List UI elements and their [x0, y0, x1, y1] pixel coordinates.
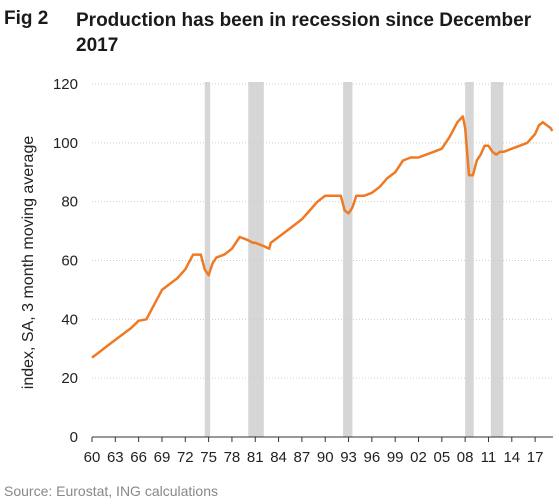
- x-tick-label: 72: [177, 449, 194, 466]
- x-tick-label: 17: [527, 449, 544, 466]
- x-tick-label: 60: [84, 449, 101, 466]
- y-axis-ticks: 0 20 40 60 80 100 120: [53, 76, 78, 446]
- x-tick-label: 99: [387, 449, 404, 466]
- x-tick-label: 90: [317, 449, 334, 466]
- x-tick-label: 05: [433, 449, 450, 466]
- recession-band-3: [465, 82, 474, 437]
- x-tick-label: 14: [503, 449, 520, 466]
- x-tick-label: 84: [270, 449, 287, 466]
- x-tick-label: 78: [224, 449, 241, 466]
- recession-band-0: [204, 82, 211, 437]
- x-tick-label: 87: [294, 449, 311, 466]
- x-tick-label: 96: [364, 449, 381, 466]
- y-axis-label: index, SA, 3 month moving average: [20, 136, 37, 390]
- y-tick-label: 120: [53, 76, 78, 93]
- y-tick-label: 20: [61, 370, 78, 387]
- source-note: Source: Eurostat, ING calculations: [4, 483, 218, 499]
- x-tick-label: 66: [130, 449, 147, 466]
- recession-band-4: [490, 82, 504, 437]
- x-tick-label: 93: [340, 449, 357, 466]
- y-tick-label: 0: [70, 429, 78, 446]
- x-tick-label: 02: [410, 449, 427, 466]
- x-tick-label: 69: [154, 449, 171, 466]
- gridlines: [92, 83, 553, 379]
- x-tick-label: 63: [107, 449, 124, 466]
- y-tick-label: 40: [61, 311, 78, 328]
- chart-title: Production has been in recession since D…: [76, 10, 532, 56]
- y-tick-label: 60: [61, 253, 78, 270]
- x-tick-label: 81: [247, 449, 264, 466]
- y-tick-label: 100: [53, 135, 78, 152]
- recession-band-1: [248, 82, 264, 437]
- x-tick-label: 11: [481, 449, 497, 466]
- recession-band-2: [343, 82, 353, 437]
- series-line-industrial-production: [91, 115, 554, 359]
- recession-bands: [204, 82, 504, 437]
- x-axis-ticks: 60 63 66 69 72 75 78 81 84 87 90 93 96 99 02 05 08 11 14 17: [84, 437, 544, 466]
- x-tick-label: 08: [457, 449, 474, 466]
- y-tick-label: 80: [61, 194, 78, 211]
- x-tick-label: 75: [200, 449, 217, 466]
- figure-label: Fig 2: [4, 8, 49, 29]
